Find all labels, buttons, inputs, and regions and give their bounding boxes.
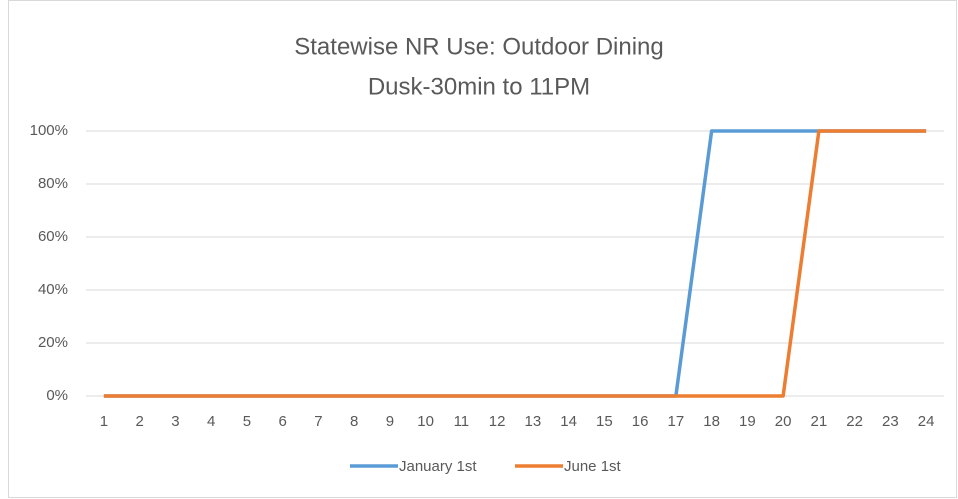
x-tick-label: 23 xyxy=(882,413,899,430)
x-tick-label: 14 xyxy=(560,413,577,430)
y-tick-label: 0% xyxy=(46,387,68,404)
x-tick-label: 24 xyxy=(918,413,935,430)
x-tick-label: 11 xyxy=(454,413,470,430)
x-tick-label: 3 xyxy=(171,413,179,430)
y-tick-label: 20% xyxy=(38,334,68,351)
x-tick-label: 22 xyxy=(846,413,863,430)
x-tick-label: 18 xyxy=(703,413,720,430)
x-tick-label: 7 xyxy=(314,413,322,430)
x-tick-label: 8 xyxy=(350,413,358,430)
x-tick-label: 9 xyxy=(386,413,394,430)
y-tick-label: 100% xyxy=(30,122,68,139)
x-tick-label: 1 xyxy=(100,413,108,430)
x-tick-label: 15 xyxy=(596,413,613,430)
y-tick-label: 40% xyxy=(38,281,68,298)
x-tick-label: 19 xyxy=(739,413,756,430)
legend-label: January 1st xyxy=(399,458,477,475)
x-tick-label: 20 xyxy=(775,413,792,430)
x-tick-label: 2 xyxy=(135,413,143,430)
x-tick-label: 5 xyxy=(243,413,251,430)
x-tick-label: 10 xyxy=(417,413,434,430)
x-tick-label: 13 xyxy=(525,413,542,430)
y-tick-label: 60% xyxy=(38,228,68,245)
x-tick-label: 4 xyxy=(207,413,215,430)
chart-border xyxy=(8,0,957,498)
x-tick-label: 17 xyxy=(668,413,685,430)
y-tick-label: 80% xyxy=(38,175,68,192)
x-tick-label: 21 xyxy=(811,413,828,430)
x-tick-label: 16 xyxy=(632,413,649,430)
x-tick-label: 12 xyxy=(489,413,506,430)
x-tick-label: 6 xyxy=(278,413,286,430)
series-line xyxy=(103,129,927,398)
chart-subtitle: Dusk-30min to 11PM xyxy=(368,73,590,100)
chart-title: Statewise NR Use: Outdoor Dining xyxy=(294,33,664,60)
legend-label: June 1st xyxy=(564,458,622,475)
